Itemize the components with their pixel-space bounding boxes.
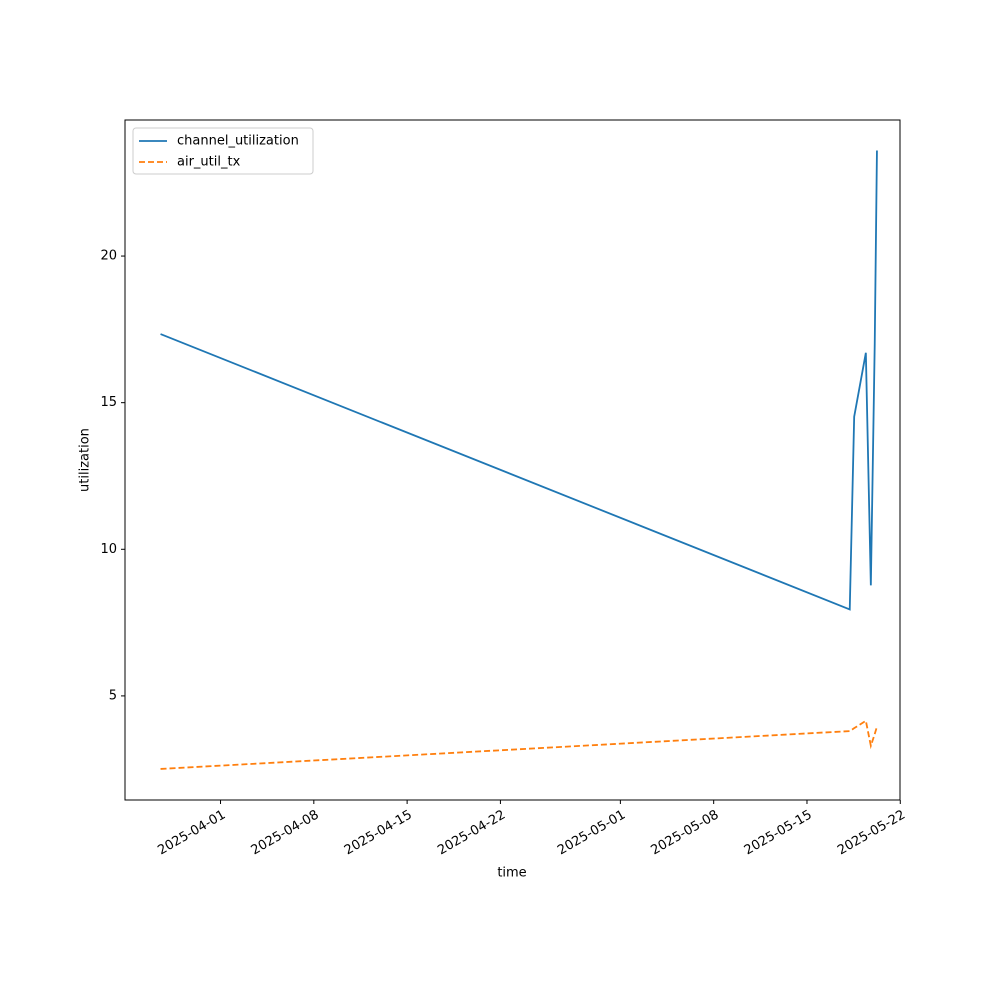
series-line xyxy=(160,150,878,611)
legend-box xyxy=(132,127,314,175)
x-axis-label: time xyxy=(497,866,526,881)
y-tick-label: 15 xyxy=(100,395,117,410)
legend-label: air_util_tx xyxy=(177,155,241,170)
y-tick-label: 20 xyxy=(100,249,117,264)
y-tick-label: 5 xyxy=(109,688,117,703)
y-tick-label: 10 xyxy=(100,542,117,557)
y-axis-label: utilization xyxy=(78,428,93,492)
series-line xyxy=(160,719,878,770)
legend-label: channel_utilization xyxy=(177,134,299,149)
plot-frame xyxy=(124,119,901,801)
